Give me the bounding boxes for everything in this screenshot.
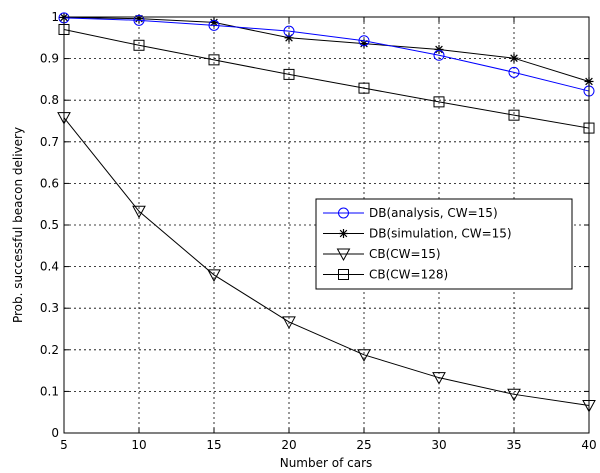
y-tick-label: 0.2 bbox=[40, 343, 59, 357]
grid-lines bbox=[64, 17, 589, 433]
series-line bbox=[63, 16, 590, 82]
series-line bbox=[63, 117, 590, 407]
y-tick-label: 0.6 bbox=[40, 176, 59, 190]
legend-box bbox=[315, 198, 573, 290]
data-point-star bbox=[434, 44, 444, 54]
data-point-triangle-down bbox=[507, 388, 521, 402]
data-point-square bbox=[283, 68, 295, 80]
legend-label: DB(simulation, CW=15) bbox=[369, 227, 512, 241]
legend: DB(analysis, CW=15) DB(simulation, CW=15)… bbox=[315, 198, 573, 290]
x-tick-label: 35 bbox=[506, 438, 521, 452]
legend-item: CB(CW=128) bbox=[323, 268, 448, 282]
y-axis-label: Prob. successful beacon delivery bbox=[11, 127, 25, 323]
x-tick-label: 5 bbox=[60, 438, 68, 452]
plot-frame bbox=[63, 16, 590, 434]
y-tick-label: 0.9 bbox=[40, 52, 59, 66]
legend-label: DB(analysis, CW=15) bbox=[369, 206, 498, 220]
series-layer bbox=[57, 12, 596, 413]
data-point-circle bbox=[133, 14, 145, 26]
legend-marker-square bbox=[338, 269, 349, 280]
y-tick-label: 0.7 bbox=[40, 135, 59, 149]
data-point-star bbox=[509, 53, 519, 63]
x-tick-label: 40 bbox=[581, 438, 596, 452]
legend-label: CB(CW=15) bbox=[369, 247, 441, 261]
data-point-triangle-down bbox=[207, 269, 221, 282]
data-point-circle bbox=[283, 25, 295, 37]
y-tick-label: 0.8 bbox=[40, 93, 59, 107]
x-tick-label: 10 bbox=[131, 438, 146, 452]
data-point-circle bbox=[358, 35, 370, 47]
data-point-square bbox=[358, 82, 370, 94]
x-tick-label: 20 bbox=[281, 438, 296, 452]
series-line bbox=[63, 17, 590, 92]
legend-marker-triangle-down bbox=[336, 248, 351, 262]
series-0 bbox=[58, 12, 595, 97]
legend-label: CB(CW=128) bbox=[369, 268, 448, 282]
data-point-triangle-down bbox=[432, 372, 446, 385]
data-point-square bbox=[508, 109, 520, 121]
x-tick-label: 30 bbox=[431, 438, 446, 452]
legend-marker-circle bbox=[338, 207, 349, 219]
y-tick-label: 0.5 bbox=[40, 218, 59, 232]
y-tick-label: 0.1 bbox=[40, 384, 59, 398]
x-tick-label: 25 bbox=[356, 438, 371, 452]
legend-item: DB(simulation, CW=15) bbox=[323, 227, 512, 241]
data-point-circle bbox=[433, 49, 445, 61]
x-tick-label: 15 bbox=[206, 438, 221, 452]
data-point-triangle-down bbox=[132, 205, 146, 219]
data-point-triangle-down bbox=[357, 349, 371, 362]
data-point-triangle-down bbox=[282, 316, 296, 329]
data-point-square bbox=[433, 96, 445, 108]
data-point-square bbox=[133, 39, 145, 51]
y-tick-label: 0 bbox=[51, 426, 59, 440]
axis-ticks: 5 10 15 20 25 30 35 40 0 0.1 0.2 0.3 0.4 0.5 0.6 0.7 0.8… bbox=[40, 10, 597, 452]
data-point-square bbox=[208, 54, 220, 66]
y-tick-label: 0.4 bbox=[40, 260, 59, 274]
y-tick-label: 1 bbox=[51, 10, 59, 24]
y-tick-label: 0.3 bbox=[40, 301, 59, 315]
legend-item: CB(CW=15) bbox=[323, 247, 441, 262]
x-axis-label: Number of cars bbox=[280, 456, 373, 470]
data-point-circle bbox=[508, 66, 520, 78]
legend-item: DB(analysis, CW=15) bbox=[323, 206, 498, 220]
legend-marker-star bbox=[339, 229, 348, 238]
series-line bbox=[63, 28, 590, 129]
data-point-circle bbox=[208, 19, 220, 31]
